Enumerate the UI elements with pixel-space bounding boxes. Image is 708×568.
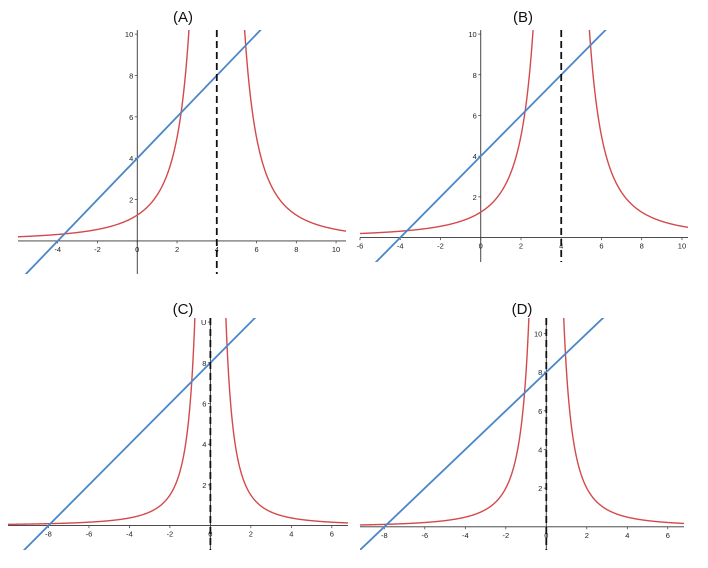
x-tick-label: 10 [332, 245, 340, 254]
y-tick-label: 4 [538, 445, 542, 454]
x-tick-label: 0 [208, 530, 212, 539]
x-tick-label: 0 [544, 531, 548, 540]
x-tick-label: 8 [294, 245, 298, 254]
chart-panel-c: (C) -8 -6 -4 -2 0 2 4 6 2 4 6 8 U [8, 301, 348, 550]
y-tick-label: 8 [202, 359, 206, 368]
x-tick-label: -2 [94, 245, 101, 254]
x-tick-label: 4 [559, 242, 563, 251]
x-tick-label: 6 [330, 530, 334, 539]
y-tick-label: 4 [473, 152, 477, 161]
curve-left-branch [360, 318, 530, 526]
curve-right-branch [243, 30, 346, 232]
x-tick-label: -2 [437, 242, 444, 251]
linear-line [24, 30, 262, 274]
x-tick-label: 6 [254, 245, 258, 254]
y-tick-label: 4 [202, 440, 206, 449]
y-tick-label: 10 [534, 329, 542, 338]
y-tick-label: 4 [129, 154, 133, 163]
linear-line [374, 30, 607, 262]
y-tick-label: 8 [473, 71, 477, 80]
x-tick-label: -2 [502, 531, 509, 540]
x-tick-label: 2 [585, 531, 589, 540]
curve-right-branch [563, 318, 684, 525]
panel-label-d: (D) [512, 301, 533, 318]
x-tick-label: -4 [54, 245, 61, 254]
y-tick-label: 2 [202, 481, 206, 490]
y-tick-label: 10 [125, 30, 133, 39]
panel-label-c: (C) [173, 301, 194, 318]
x-tick-label: 6 [599, 242, 603, 251]
curve-left-branch [360, 30, 534, 235]
x-tick-label: -6 [357, 242, 364, 251]
x-tick-label: -2 [167, 530, 174, 539]
y-tick-label: U [201, 318, 206, 327]
x-tick-label: 2 [519, 242, 523, 251]
x-tick-label: -6 [421, 531, 428, 540]
x-tick-label: -8 [381, 531, 388, 540]
x-tick-label: 6 [666, 531, 670, 540]
y-tick-label: 2 [538, 484, 542, 493]
y-tick-label: 2 [129, 196, 133, 205]
x-tick-label: -4 [126, 530, 133, 539]
chart-panel-d: (D) -8 -6 -4 -2 0 2 4 6 2 4 6 8 10 [360, 301, 684, 550]
x-tick-label: 0 [479, 242, 483, 251]
curve-right-branch [225, 318, 348, 524]
x-tick-label: -4 [462, 531, 469, 540]
x-tick-label: 0 [135, 245, 139, 254]
y-tick-label: 6 [538, 407, 542, 416]
panel-label-a: (A) [173, 9, 193, 26]
x-tick-label: -8 [45, 530, 52, 539]
y-tick-label: 6 [473, 111, 477, 120]
x-tick-label: 4 [215, 245, 219, 254]
linear-line [360, 318, 605, 550]
y-tick-label: 2 [473, 193, 477, 202]
y-tick-label: 8 [129, 71, 133, 80]
linear-line [22, 318, 257, 550]
curve-left-branch [8, 318, 196, 526]
x-tick-label: 4 [289, 530, 293, 539]
x-tick-label: 2 [175, 245, 179, 254]
x-tick-label: -6 [86, 530, 93, 539]
y-tick-label: 6 [129, 113, 133, 122]
curve-left-branch [18, 30, 190, 238]
x-tick-label: 8 [640, 242, 644, 251]
panel-label-b: (B) [513, 9, 533, 26]
curve-right-branch [588, 30, 688, 229]
x-tick-label: 4 [625, 531, 629, 540]
x-tick-label: 10 [678, 242, 686, 251]
chart-panel-a: (A) -4 -2 0 2 4 6 8 10 2 4 6 8 10 [18, 9, 346, 274]
y-tick-label: 10 [468, 30, 476, 39]
y-tick-label: 6 [202, 399, 206, 408]
chart-panel-b: (B) -6 -4 -2 0 2 4 6 8 10 2 4 6 8 10 [357, 9, 688, 262]
y-tick-label: 8 [538, 368, 542, 377]
x-tick-label: 2 [249, 530, 253, 539]
x-tick-label: -4 [397, 242, 404, 251]
